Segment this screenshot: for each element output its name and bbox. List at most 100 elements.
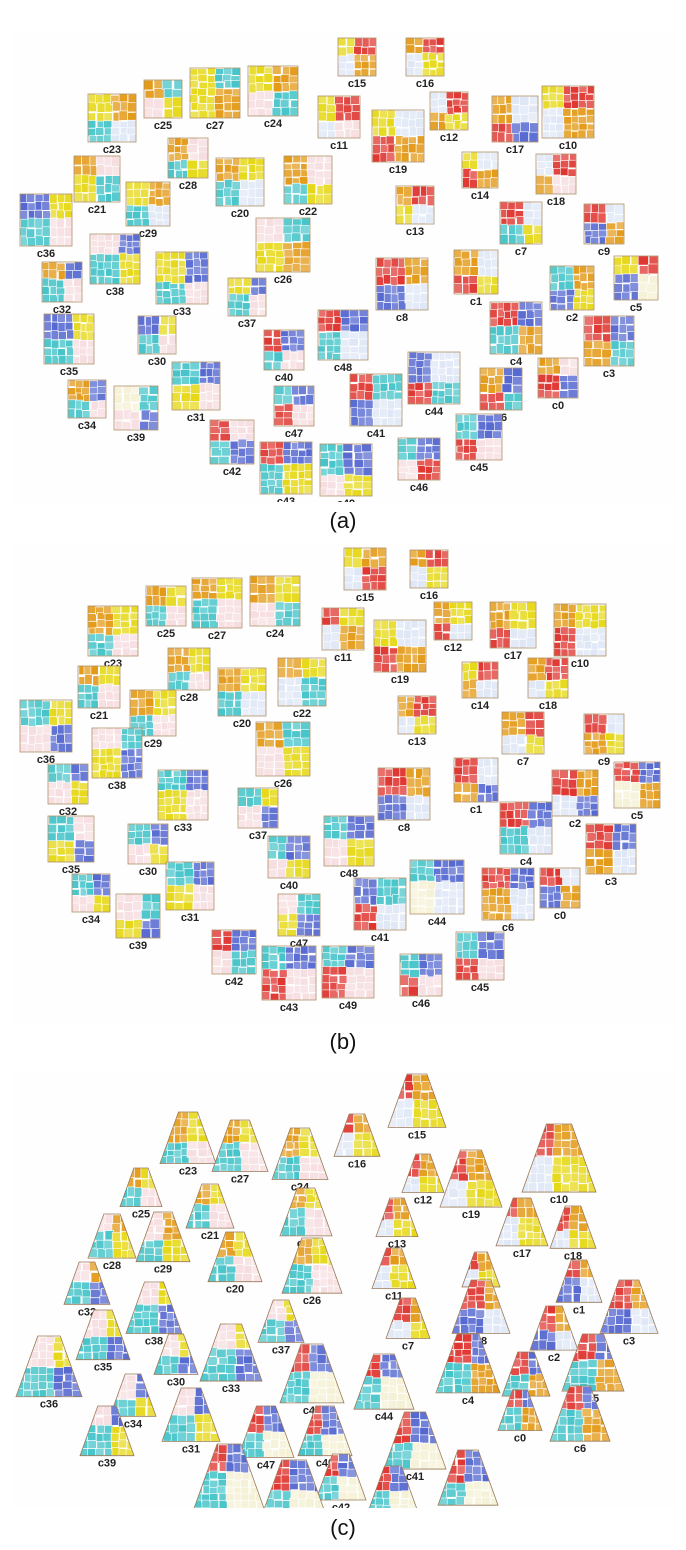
glyph-c17: c17 bbox=[495, 1197, 549, 1260]
glyph-c21: c21 bbox=[73, 155, 121, 216]
glyph-label: c24 bbox=[266, 628, 285, 640]
glyph-cells bbox=[538, 358, 578, 398]
glyph-label: c20 bbox=[231, 208, 249, 220]
glyph-cells bbox=[500, 802, 552, 854]
glyph-cells bbox=[584, 204, 624, 244]
glyph-label: c37 bbox=[249, 830, 267, 842]
glyph-c3: c3 bbox=[583, 315, 635, 380]
glyph-c16: c16 bbox=[405, 37, 445, 90]
panel-c-canvas: c15c16c23c27c24c12c19c10c25c21c22c13c17c… bbox=[15, 1073, 659, 1508]
glyph-cells bbox=[212, 930, 256, 974]
glyph-cells bbox=[78, 666, 120, 708]
glyph-cells bbox=[522, 1124, 596, 1193]
glyph-cells bbox=[72, 874, 110, 912]
glyph-label: c25 bbox=[132, 1209, 150, 1221]
glyph-cells bbox=[378, 768, 430, 820]
glyph-c49: c49 bbox=[321, 945, 375, 1012]
glyph-cells bbox=[396, 186, 434, 224]
glyph-cells bbox=[318, 310, 368, 360]
glyph-cells bbox=[280, 1188, 332, 1236]
glyph-cells bbox=[44, 314, 94, 364]
glyph-c27: c27 bbox=[189, 67, 241, 132]
glyph-label: c35 bbox=[62, 864, 80, 876]
glyph-label: c35 bbox=[60, 366, 78, 378]
glyph-cells bbox=[268, 836, 310, 878]
glyph-label: c11 bbox=[334, 652, 352, 664]
glyph-cells bbox=[238, 1406, 294, 1458]
glyph-c34: c34 bbox=[71, 873, 111, 926]
glyph-label: c8 bbox=[398, 822, 410, 834]
glyph-label: c31 bbox=[181, 912, 199, 924]
glyph-c0: c0 bbox=[539, 867, 581, 922]
glyph-cells bbox=[554, 604, 606, 656]
glyph-c3: c3 bbox=[599, 1279, 659, 1347]
glyph-c2: c2 bbox=[551, 769, 599, 830]
glyph-cells bbox=[158, 770, 208, 820]
glyph-cells bbox=[584, 714, 624, 754]
glyph-c4: c4 bbox=[499, 801, 553, 868]
glyph-c22: c22 bbox=[283, 155, 333, 218]
glyph-label: c35 bbox=[94, 1362, 112, 1374]
glyph-label: c42 bbox=[225, 976, 243, 988]
glyph-label: c48 bbox=[334, 362, 352, 374]
glyph-c47: c47 bbox=[273, 385, 315, 440]
glyph-c18: c18 bbox=[527, 657, 569, 712]
glyph-label: c18 bbox=[547, 196, 565, 208]
glyph-c39: c39 bbox=[113, 385, 159, 444]
glyph-cells bbox=[278, 894, 320, 936]
glyph-label: c7 bbox=[402, 1340, 414, 1352]
glyph-c14: c14 bbox=[461, 661, 499, 712]
glyph-c0: c0 bbox=[497, 1389, 543, 1444]
glyph-cells bbox=[372, 1248, 416, 1289]
glyph-label: c9 bbox=[598, 246, 610, 258]
glyph-c6: c6 bbox=[549, 1385, 611, 1455]
glyph-label: c23 bbox=[103, 144, 121, 156]
glyph-cells bbox=[400, 954, 442, 996]
glyph-label: c33 bbox=[222, 1383, 240, 1395]
glyph-cells bbox=[166, 862, 214, 910]
glyph-c11: c11 bbox=[371, 1247, 417, 1302]
glyph-c26: c26 bbox=[255, 721, 311, 790]
glyph-cells bbox=[156, 252, 208, 304]
glyph-cells bbox=[16, 1336, 82, 1397]
glyph-cells bbox=[586, 824, 636, 874]
glyph-cells bbox=[502, 712, 544, 754]
glyph-c25: c25 bbox=[143, 79, 183, 132]
glyph-c9: c9 bbox=[583, 713, 625, 768]
glyph-c18: c18 bbox=[549, 1205, 597, 1262]
glyph-cells bbox=[126, 1282, 182, 1334]
glyph-c15: c15 bbox=[337, 37, 377, 90]
glyph-c19: c19 bbox=[371, 109, 425, 176]
glyph-label: c18 bbox=[539, 700, 557, 712]
glyph-label: c40 bbox=[280, 880, 298, 892]
glyph-label: c34 bbox=[82, 914, 101, 926]
glyph-c28: c28 bbox=[167, 647, 211, 704]
glyph-c31: c31 bbox=[165, 861, 215, 924]
glyph-cells bbox=[74, 156, 120, 202]
glyph-c1: c1 bbox=[453, 249, 499, 308]
glyph-c12: c12 bbox=[429, 91, 469, 144]
glyph-c7: c7 bbox=[499, 201, 543, 258]
glyph-cells bbox=[490, 602, 536, 648]
glyph-label: c38 bbox=[108, 780, 126, 792]
glyph-cells bbox=[168, 138, 208, 178]
glyph-cells bbox=[334, 1114, 380, 1157]
glyph-cells bbox=[398, 438, 440, 480]
glyph-c25: c25 bbox=[145, 585, 187, 640]
glyph-c18: c18 bbox=[535, 153, 577, 208]
glyph-c26: c26 bbox=[255, 217, 311, 286]
glyph-c27: c27 bbox=[191, 577, 243, 642]
glyph-label: c46 bbox=[412, 998, 430, 1010]
glyph-cells bbox=[540, 868, 580, 908]
glyph-c7: c7 bbox=[501, 711, 545, 768]
glyph-cells bbox=[162, 1388, 220, 1442]
glyph-label: c25 bbox=[157, 628, 175, 640]
glyph-label: c11 bbox=[385, 1290, 403, 1302]
glyph-c17: c17 bbox=[489, 601, 537, 662]
glyph-label: c29 bbox=[154, 1264, 172, 1276]
glyph-label: c17 bbox=[513, 1248, 531, 1260]
glyph-c16: c16 bbox=[409, 549, 449, 602]
glyph-cells bbox=[406, 38, 444, 76]
glyph-label: c45 bbox=[459, 1507, 477, 1508]
glyph-label: c31 bbox=[182, 1443, 200, 1455]
